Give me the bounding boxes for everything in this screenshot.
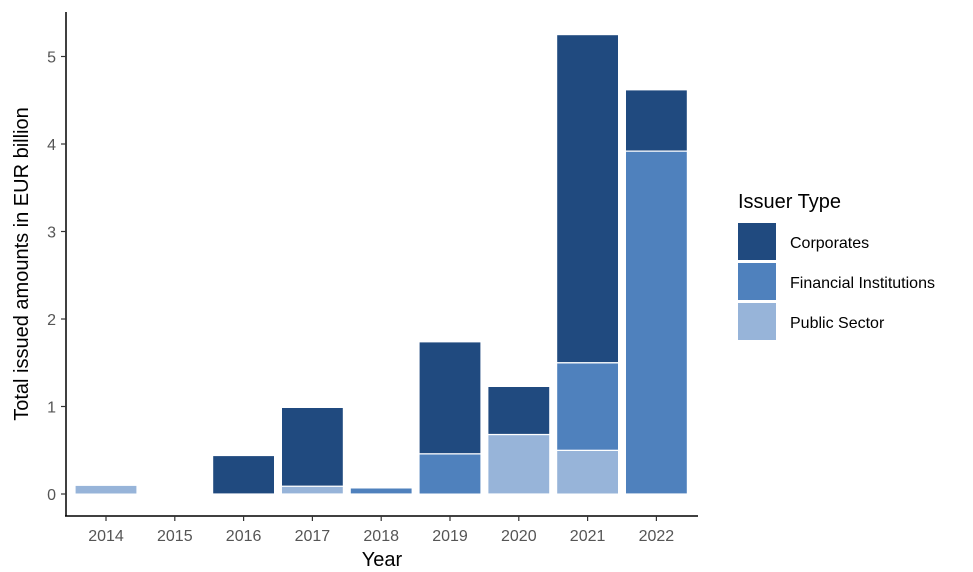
bar-public-sector-2020 — [487, 433, 551, 495]
bar-corporates-2022 — [624, 89, 689, 152]
legend-swatch-corporates — [738, 223, 776, 260]
y-tick-label: 4 — [47, 137, 56, 154]
bar-financial-institutions-2022 — [624, 150, 689, 495]
x-tick-label: 2014 — [88, 528, 124, 545]
legend: Issuer Type Corporates Financial Institut… — [738, 191, 935, 340]
y-tick-label: 3 — [47, 225, 56, 242]
legend-swatch-public-sector — [738, 303, 776, 340]
legend-label-financial-institutions: Financial Institutions — [790, 275, 935, 292]
x-axis-title: Year — [362, 549, 403, 571]
bar-financial-institutions-2018 — [349, 487, 413, 495]
bar-corporates-2021 — [555, 33, 620, 364]
legend-label-public-sector: Public Sector — [790, 315, 885, 332]
y-tick-label: 5 — [47, 50, 56, 67]
legend-title: Issuer Type — [738, 191, 841, 213]
bar-financial-institutions-2019 — [418, 453, 482, 495]
bars-layer — [74, 33, 689, 495]
x-tick-label: 2015 — [157, 528, 193, 545]
bar-corporates-2017 — [280, 406, 344, 487]
x-tick-label: 2021 — [570, 528, 606, 545]
bar-corporates-2020 — [487, 385, 551, 436]
x-tick-label: 2018 — [363, 528, 399, 545]
x-tick-label: 2022 — [639, 528, 675, 545]
y-tick-label: 0 — [47, 487, 56, 504]
x-tick-label: 2017 — [295, 528, 331, 545]
x-tick-label: 2020 — [501, 528, 537, 545]
bar-public-sector-2021 — [555, 449, 620, 495]
y-tick-label: 2 — [47, 312, 56, 329]
bar-corporates-2016 — [212, 454, 276, 495]
y-tick-label: 1 — [47, 400, 56, 417]
bar-financial-institutions-2021 — [555, 362, 620, 451]
x-tick-label: 2016 — [226, 528, 262, 545]
bar-corporates-2019 — [418, 341, 482, 455]
bar-public-sector-2014 — [74, 484, 138, 495]
legend-label-corporates: Corporates — [790, 235, 869, 252]
y-axis-title: Total issued amounts in EUR billion — [11, 107, 33, 421]
x-tick-label: 2019 — [432, 528, 468, 545]
legend-swatch-financial-institutions — [738, 263, 776, 300]
bar-public-sector-2017 — [280, 485, 344, 495]
x-axis-ticks: 2014 2015 2016 2017 2018 2019 2020 2021 2022 — [88, 516, 674, 545]
y-axis-ticks: 0 1 2 3 4 5 — [47, 50, 66, 504]
